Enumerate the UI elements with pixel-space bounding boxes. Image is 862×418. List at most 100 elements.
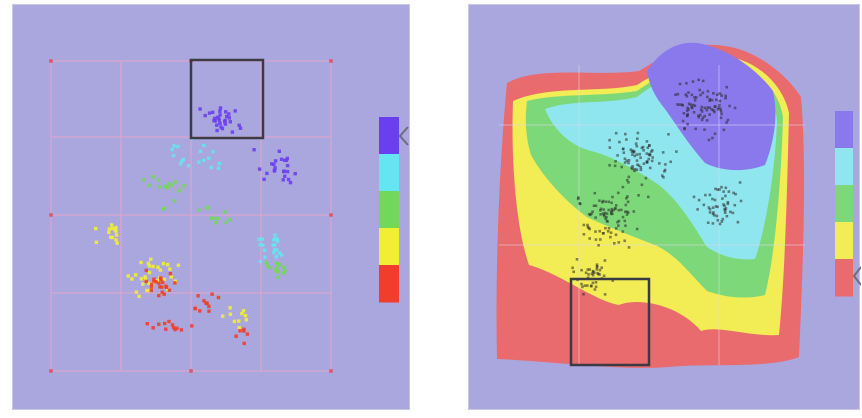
landscape-point [599,209,602,212]
landscape-point [636,137,639,140]
landscape-point [598,268,602,272]
scatter-point [176,144,180,149]
scatter-point [175,326,179,330]
scatter-point [202,299,206,303]
landscape-point [608,146,612,149]
chevron-left-icon[interactable] [852,266,861,286]
landscape-point [721,217,725,221]
scatter-point [275,266,279,270]
color-legend[interactable] [379,117,399,303]
scatter-point [207,111,212,115]
landscape-point [591,281,595,285]
scatter-point [218,113,222,117]
scatter-point [190,324,194,328]
landscape-point [646,146,650,149]
selection-box[interactable] [189,58,265,140]
landscape-point [640,146,644,150]
landscape-point [661,174,664,177]
scatter-point [274,261,279,265]
scatter-point [210,292,214,296]
scatter-point [126,274,130,278]
landscape-point [658,162,661,165]
scatter-panel[interactable] [12,4,410,410]
scatter-point [261,243,265,247]
legend-swatch-yellow [835,222,853,260]
landscape-points [571,78,743,296]
landscape-point [616,154,619,157]
landscape-point [712,109,715,112]
landscape-point [699,93,702,97]
landscape-point [598,273,601,276]
landscape-point [614,160,617,163]
scatter-point [223,118,227,123]
landscape-point [727,190,731,193]
landscape-point [692,195,696,199]
scatter-point [145,288,149,293]
landscape-point [627,161,630,165]
landscape-point [589,213,592,217]
color-legend[interactable] [835,111,853,297]
scatter-canvas[interactable] [13,5,411,411]
landscape-point [626,200,630,204]
scatter-point [242,329,246,333]
landscape-point [624,132,627,136]
landscape-point [627,159,631,162]
landscape-point [719,109,723,113]
scatter-point [144,279,148,284]
landscape-point [706,106,709,109]
landscape-point [711,212,715,216]
landscape-point [594,230,597,233]
scatter-point [245,332,250,336]
landscape-point [604,217,607,221]
landscape-point [711,206,715,209]
landscape-point [687,102,691,106]
landscape-point [618,140,621,144]
landscape-point [703,106,707,110]
scatter-point [167,319,171,324]
landscape-point [632,210,636,213]
landscape-point [627,246,631,249]
landscape-point [610,201,613,205]
grid [499,65,805,365]
landscape-point [635,153,639,156]
landscape-point [706,95,709,99]
landscape-point [613,242,616,245]
landscape-point [590,272,594,276]
scatter-point [237,326,241,330]
landscape-point [576,197,580,201]
scatter-point [228,312,233,316]
landscape-point [678,103,681,106]
landscape-point [577,196,580,199]
landscape-point [604,200,608,203]
landscape-panel[interactable] [468,4,861,411]
selection-box[interactable] [569,277,651,367]
landscape-point [686,106,689,110]
landscape-point [719,107,722,111]
landscape-point [633,154,637,158]
landscape-point [601,199,605,203]
landscape-point [694,127,697,131]
scatter-point [146,261,151,265]
landscape-point [704,193,707,197]
landscape-point [693,99,697,102]
landscape-point [602,208,605,211]
landscape-point [584,271,588,275]
scatter-point [278,262,282,266]
landscape-point [689,103,693,106]
scatter-point [216,166,221,170]
landscape-point [639,166,643,169]
landscape-point [636,131,640,135]
landscape-canvas[interactable] [469,5,861,411]
scatter-point [171,325,176,330]
scatter-point [217,161,222,166]
landscape-point [583,284,587,287]
scatter-point [145,322,149,326]
landscape-point [683,127,686,131]
scatter-point [110,223,114,227]
landscape-point [631,153,634,156]
chevron-left-icon[interactable] [398,126,409,146]
landscape-point [684,93,688,96]
landscape-point [582,233,586,236]
landscape-point [651,156,654,159]
scatter-point [151,326,155,330]
